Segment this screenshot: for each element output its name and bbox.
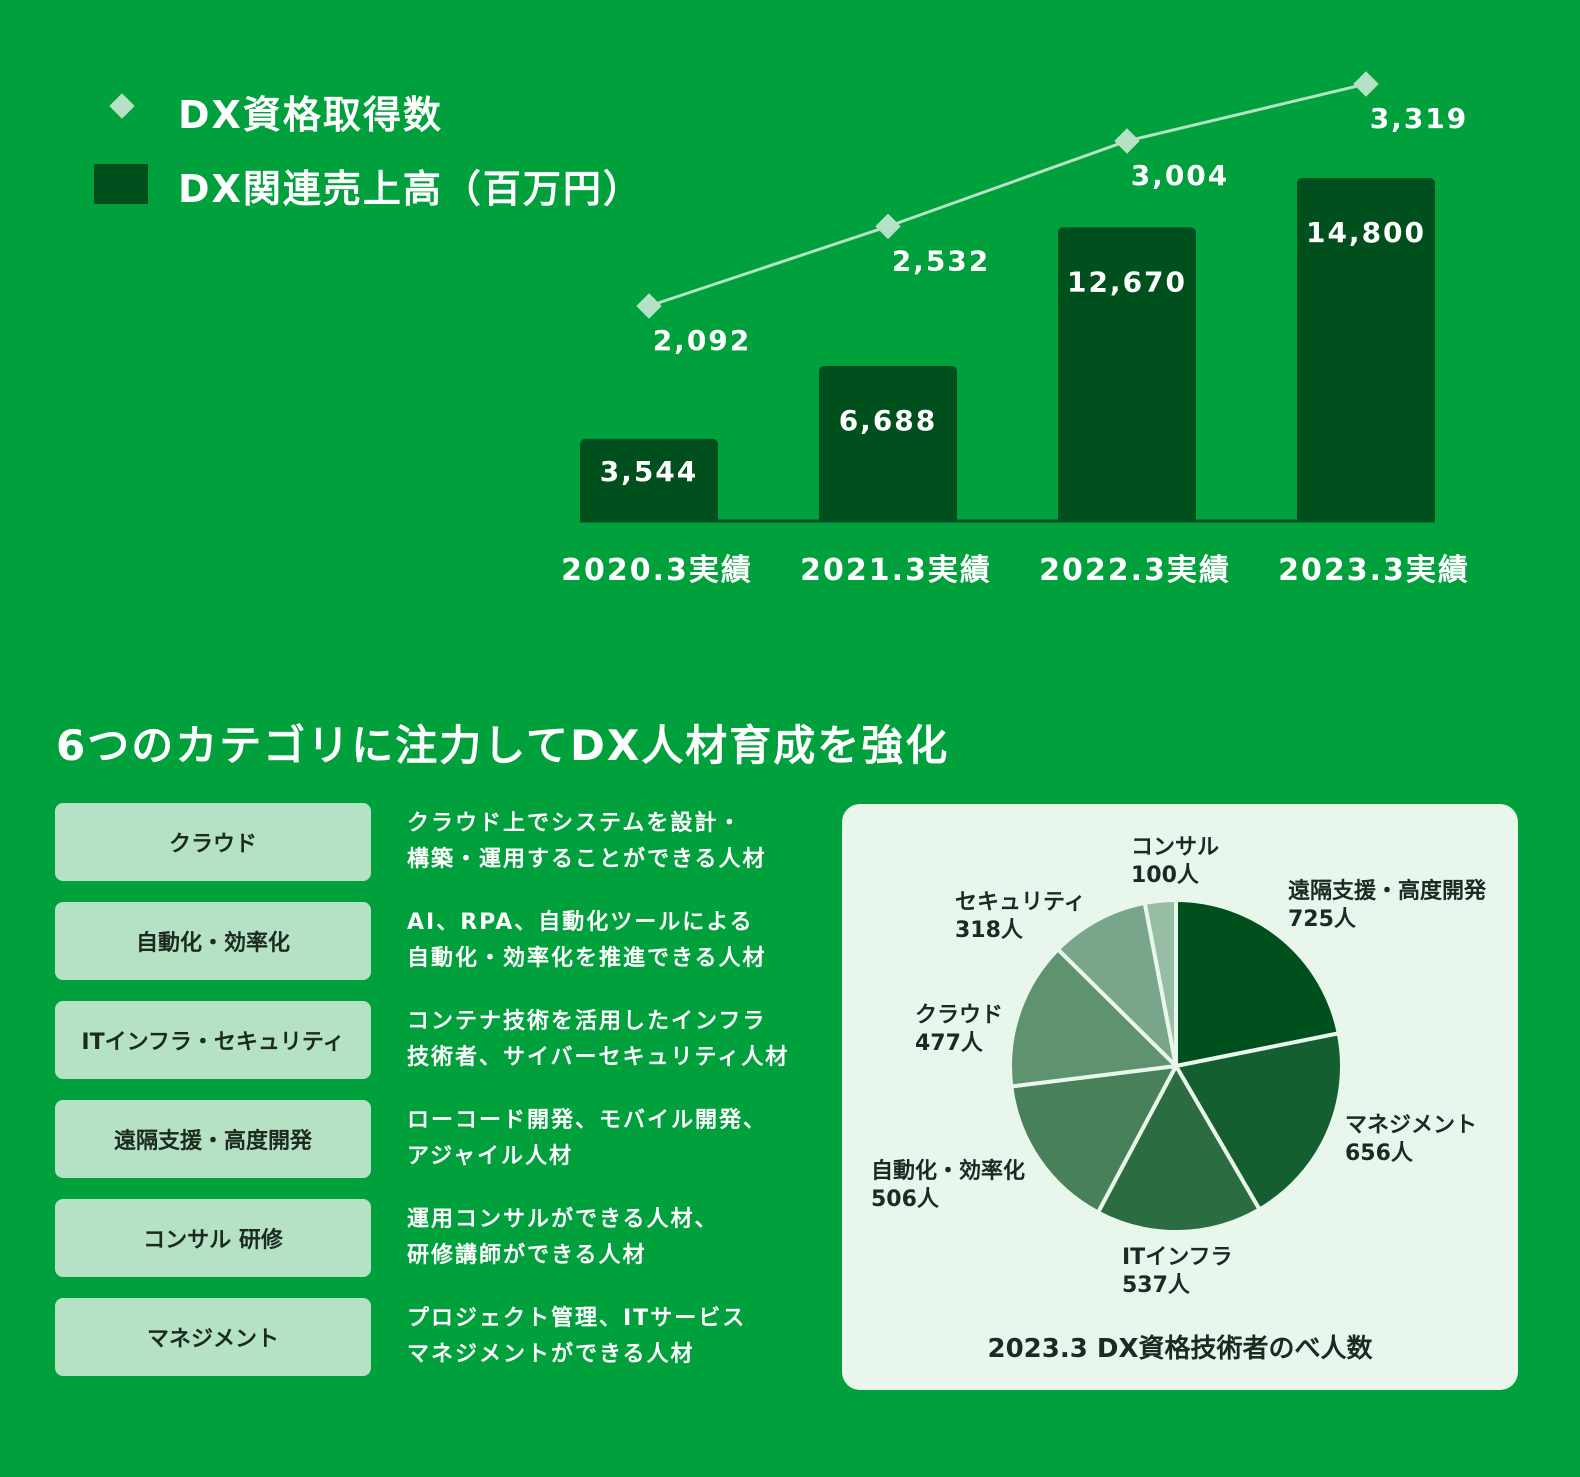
bar-value-label: 3,544 <box>600 455 699 488</box>
pie-label-name: 自動化・効率化 <box>871 1159 1026 1184</box>
x-tick-label: 2021.3実績 <box>800 553 992 588</box>
category-desc-line: 研修講師ができる人材 <box>407 1243 647 1268</box>
pie-label-value: 477人 <box>915 1031 983 1056</box>
category-box-consulting: コンサル 研修 <box>55 1199 371 1277</box>
category-desc-consulting: 運用コンサルができる人材、 研修講師ができる人材 <box>407 1202 719 1274</box>
line-value-label: 2,532 <box>892 244 991 277</box>
line-series <box>648 82 1367 308</box>
category-desc-cloud: クラウド上でシステムを設計・ 構築・運用することができる人材 <box>407 806 767 878</box>
bar-1 <box>819 366 957 521</box>
category-desc-line: プロジェクト管理、ITサービス <box>407 1306 747 1331</box>
pie-label-value: 100人 <box>1131 863 1199 888</box>
legend-bar-swatch <box>94 164 148 204</box>
pie-label-name: ITインフラ <box>1122 1245 1233 1270</box>
category-desc-line: アジャイル人材 <box>407 1144 574 1169</box>
pie-chart-title: 2023.3 DX資格技術者のべ人数 <box>987 1334 1373 1364</box>
pie-label-value: 725人 <box>1288 907 1356 932</box>
line-value-label: 3,004 <box>1131 159 1230 192</box>
category-desc-line: ローコード開発、モバイル開発、 <box>407 1108 768 1133</box>
bar-value-label: 6,688 <box>839 404 938 437</box>
pie-label-remote-dev: 遠隔支援・高度開発 725人 <box>1288 878 1486 934</box>
bar-0 <box>580 438 718 521</box>
pie-slice-4 <box>1008 947 1178 1089</box>
pie-slice-0 <box>1174 898 1341 1068</box>
line-marker <box>1114 128 1140 154</box>
pie-slice-2 <box>1095 1064 1262 1234</box>
category-desc-line: 運用コンサルができる人材、 <box>407 1207 719 1232</box>
pie-chart <box>1008 898 1344 1234</box>
pie-label-value: 656人 <box>1345 1141 1413 1166</box>
pie-label-management: マネジメント 656人 <box>1345 1112 1477 1168</box>
category-desc-line: 技術者、サイバーセキュリティ人材 <box>407 1045 790 1070</box>
category-desc-remote-dev: ローコード開発、モバイル開発、 アジャイル人材 <box>407 1103 767 1175</box>
pie-label-it-infra: ITインフラ 537人 <box>1122 1244 1233 1300</box>
category-desc-line: 構築・運用することができる人材 <box>407 847 767 872</box>
pie-label-consulting: コンサル 100人 <box>1131 834 1219 890</box>
pie-label-security: セキュリティ 318人 <box>955 889 1086 945</box>
x-tick-label: 2023.3実績 <box>1278 553 1470 588</box>
pie-label-value: 318人 <box>955 918 1023 943</box>
category-box-management: マネジメント <box>55 1298 371 1376</box>
x-tick-label: 2022.3実績 <box>1039 553 1231 588</box>
category-desc-line: 自動化・効率化を推進できる人材 <box>407 946 767 971</box>
pie-slice-1 <box>1174 1031 1344 1212</box>
bar-value-label: 12,670 <box>1067 265 1187 298</box>
x-tick-label: 2020.3実績 <box>561 553 753 588</box>
category-desc-line: クラウド上でシステムを設計・ <box>407 811 743 836</box>
pie-slice-5 <box>1055 900 1178 1068</box>
category-desc-line: コンテナ技術を活用したインフラ <box>407 1009 767 1034</box>
section-title: 6つのカテゴリに注力してDX人材育成を強化 <box>56 721 950 770</box>
pie-label-cloud: クラウド 477人 <box>915 1002 1003 1058</box>
category-box-it-infra-security: ITインフラ・セキュリティ <box>55 1001 371 1079</box>
line-marker <box>1353 71 1379 97</box>
category-box-automation: 自動化・効率化 <box>55 902 371 980</box>
category-desc-line: マネジメントができる人材 <box>407 1342 695 1367</box>
pie-label-value: 506人 <box>871 1187 939 1212</box>
category-box-cloud: クラウド <box>55 803 371 881</box>
pie-label-value: 537人 <box>1122 1273 1190 1298</box>
pie-label-name: コンサル <box>1131 835 1220 860</box>
pie-chart-panel: 遠隔支援・高度開発 725人 マネジメント 656人 ITインフラ 537人 自… <box>842 804 1518 1390</box>
pie-label-name: セキュリティ <box>955 890 1086 915</box>
combo-chart: 3,544 2020.3実績 6,688 2021.3実績 12,670 2022.3実績… <box>561 71 1470 588</box>
pie-label-name: マネジメント <box>1345 1113 1478 1138</box>
bar-3 <box>1297 178 1435 521</box>
category-desc-it-infra-security: コンテナ技術を活用したインフラ 技術者、サイバーセキュリティ人材 <box>407 1004 789 1076</box>
line-marker <box>636 293 662 319</box>
line-value-label: 2,092 <box>653 324 752 357</box>
bar-value-label: 14,800 <box>1306 216 1426 249</box>
bar-2 <box>1058 227 1196 521</box>
pie-label-name: 遠隔支援・高度開発 <box>1288 879 1487 904</box>
category-desc-automation: AI、RPA、自動化ツールによる 自動化・効率化を推進できる人材 <box>407 905 767 977</box>
pie-slice-6 <box>1142 898 1178 1068</box>
line-marker <box>875 213 901 240</box>
legend-bar-label: DX関連売上高（百万円） <box>178 167 643 211</box>
category-box-remote-dev: 遠隔支援・高度開発 <box>55 1100 371 1178</box>
category-desc-management: プロジェクト管理、ITサービス マネジメントができる人材 <box>407 1301 746 1373</box>
line-value-label: 3,319 <box>1370 102 1469 135</box>
pie-label-automation: 自動化・効率化 506人 <box>871 1158 1025 1214</box>
legend-line-label: DX資格取得数 <box>178 93 443 137</box>
pie-label-name: クラウド <box>915 1003 1004 1028</box>
pie-slice-3 <box>1009 1064 1178 1215</box>
category-desc-line: AI、RPA、自動化ツールによる <box>407 910 754 935</box>
